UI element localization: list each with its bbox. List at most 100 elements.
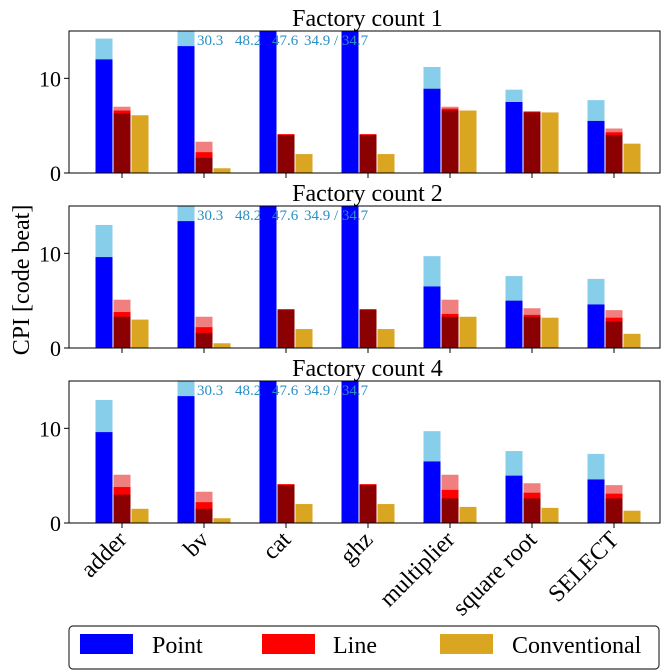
bar-line-bv [195, 332, 213, 348]
bar-line-select [605, 498, 623, 523]
bar-point-adder [95, 432, 113, 523]
bar-conventional-cat [295, 504, 313, 523]
bar-annotation: 30.3 [197, 383, 223, 399]
panel-2: 0 10 Factory count 2 30.3 48.2 47.6 34.9 / 34.… [39, 181, 661, 361]
bar-line-adder [113, 494, 131, 523]
bar-annotation: 34.9 / 34.7 [304, 208, 369, 224]
legend-label-point: Point [152, 633, 203, 659]
bar-annotation: 47.6 [272, 33, 299, 49]
bar-point-square-root [505, 475, 523, 523]
bar-line-ghz [359, 485, 377, 523]
bar-conventional-bv [213, 518, 231, 523]
bar-line-multiplier [441, 498, 459, 523]
bar-conventional-cat [295, 329, 313, 348]
bar-point-bv [177, 221, 195, 348]
y-axis-label: CPI [code beat] [9, 205, 35, 356]
bar-conventional-ghz [377, 504, 395, 523]
bar-line-ghz [359, 310, 377, 348]
bar-conventional-ghz [377, 329, 395, 348]
y-tick-label: 0 [50, 161, 61, 186]
bar-point-multiplier [423, 88, 441, 173]
bar-annotation: 47.6 [272, 208, 299, 224]
bar-line-square-root [523, 498, 541, 523]
bar-annotation: 48.2 [235, 383, 261, 399]
bar-point-ghz [341, 206, 359, 348]
bar-point-select [587, 304, 605, 348]
panel-title: Factory count 1 [292, 6, 443, 32]
panel-frame [68, 205, 661, 349]
y-tick-label: 10 [39, 241, 61, 266]
bar-annotation: 30.3 [197, 208, 223, 224]
bar-conventional-multiplier [459, 506, 477, 523]
bar-annotation: 48.2 [235, 33, 261, 49]
bar-conventional-select [623, 510, 641, 523]
bar-line-adder [113, 113, 131, 173]
bar-line-multiplier [441, 316, 459, 348]
bar-line-square-root [523, 316, 541, 348]
bar-line-adder [113, 316, 131, 348]
bar-conventional-adder [131, 319, 149, 348]
bar-annotation: 47.6 [272, 383, 299, 399]
bar-conventional-select [623, 333, 641, 348]
bar-point-adder [95, 59, 113, 173]
panel-frame [68, 380, 661, 524]
bar-conventional-square-root [541, 317, 559, 348]
bar-conventional-square-root [541, 507, 559, 523]
x-tick-label: SELECT [544, 527, 625, 608]
bar-point-cat [259, 31, 277, 173]
bar-line-bv [195, 157, 213, 173]
legend-label-line: Line [333, 633, 377, 659]
bar-point-square-root [505, 102, 523, 173]
bar-line-bv [195, 508, 213, 523]
y-tick-label: 0 [50, 511, 61, 536]
bar-conventional-select [623, 143, 641, 173]
bar-point-bv [177, 396, 195, 523]
bar-point-multiplier [423, 286, 441, 348]
bar-line-cat [277, 135, 295, 173]
bar-conventional-adder [131, 115, 149, 173]
bar-conventional-multiplier [459, 316, 477, 348]
bar-line-select [605, 321, 623, 348]
y-tick-label: 10 [39, 416, 61, 441]
bar-conventional-cat [295, 154, 313, 173]
bar-point-select [587, 479, 605, 523]
panel-frame [68, 30, 661, 174]
x-tick-label: cat [258, 527, 296, 565]
panel-3: 0 10 Factory count 4 30.3 48.2 47.6 34.9 / 34.… [39, 356, 661, 536]
bar-point-bv [177, 46, 195, 173]
bar-conventional-square-root [541, 112, 559, 173]
x-tick-label: square root [448, 527, 542, 621]
legend-swatch-line [262, 634, 315, 654]
bar-annotation: 48.2 [235, 208, 261, 224]
x-tick-label: adder [76, 527, 132, 583]
bar-point-square-root [505, 300, 523, 348]
legend-swatch-conventional [440, 634, 493, 654]
bar-conventional-bv [213, 343, 231, 348]
bar-line-cat [277, 485, 295, 523]
bar-line-square-root [523, 112, 541, 173]
bar-annotation: 30.3 [197, 33, 223, 49]
y-tick-label: 10 [39, 66, 61, 91]
bar-conventional-multiplier [459, 110, 477, 173]
legend-frame [68, 625, 660, 670]
bar-point-cat [259, 381, 277, 523]
legend-swatch-point [80, 634, 133, 654]
bar-conventional-adder [131, 508, 149, 523]
bar-conventional-bv [213, 168, 231, 173]
panel-title: Factory count 2 [292, 181, 443, 207]
legend: Point Line Conventional [68, 625, 660, 670]
bar-point-multiplier [423, 461, 441, 523]
bar-point-adder [95, 257, 113, 348]
bar-line-select [605, 135, 623, 173]
x-tick-label: multiplier [375, 527, 460, 612]
bar-conventional-ghz [377, 154, 395, 173]
x-tick-label: ghz [335, 527, 378, 570]
bar-annotation: 34.9 / 34.7 [304, 383, 369, 399]
bar-line-cat [277, 310, 295, 348]
bar-point-ghz [341, 381, 359, 523]
x-tick-label: bv [179, 527, 214, 562]
bar-line-ghz [359, 135, 377, 173]
bar-point-cat [259, 206, 277, 348]
